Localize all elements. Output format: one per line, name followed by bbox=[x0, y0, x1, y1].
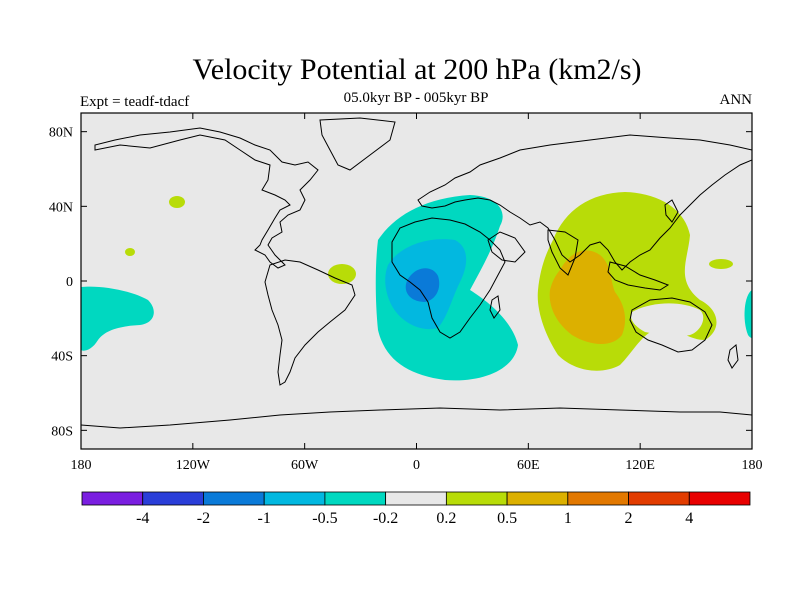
colorbar-label: -0.2 bbox=[373, 510, 398, 527]
west-pacific-positive-spot bbox=[709, 259, 733, 269]
colorbar-swatch bbox=[445, 491, 508, 506]
colorbar-swatch bbox=[81, 491, 144, 506]
plot-subtitle: 05.0kyr BP - 005kyr BP bbox=[343, 90, 489, 106]
west-pacific-small-negative bbox=[744, 290, 752, 338]
colorbar-swatch bbox=[506, 491, 569, 506]
east-pacific-negative bbox=[81, 286, 154, 351]
colorbar-label: -2 bbox=[197, 510, 210, 527]
y-tick-label: 80N bbox=[49, 126, 73, 141]
contour-fills bbox=[81, 117, 752, 429]
australia-clear bbox=[631, 303, 704, 337]
y-tick-label: 40N bbox=[49, 200, 73, 215]
colorbar-swatch bbox=[628, 491, 690, 506]
x-tick-label: 60E bbox=[517, 458, 540, 473]
x-tick-label: 0 bbox=[413, 458, 420, 473]
colorbar-swatch bbox=[263, 491, 326, 506]
colorbar-swatch bbox=[142, 491, 204, 506]
colorbar-swatch bbox=[688, 491, 751, 506]
x-tick-label: 180 bbox=[742, 458, 763, 473]
x-tick-label: 180 bbox=[71, 458, 92, 473]
x-tick-label: 60W bbox=[291, 458, 319, 473]
axis-ticks: 180 120W 60W 0 60E 120E 180 80N 40N 0 40S 80S bbox=[49, 113, 763, 473]
colorbar: -4 -2 -1 -0.5 -0.2 0.2 0.5 1 2 4 bbox=[81, 491, 751, 527]
colorbar-label: -1 bbox=[258, 510, 271, 527]
experiment-label: Expt = teadf-tdacf bbox=[80, 94, 190, 110]
colorbar-label: -4 bbox=[136, 510, 149, 527]
colorbar-label: 0.5 bbox=[497, 510, 517, 527]
page-title: Velocity Potential at 200 hPa (km2/s) bbox=[192, 53, 642, 86]
y-tick-label: 40S bbox=[51, 350, 73, 365]
y-tick-label: 80S bbox=[51, 424, 73, 439]
african-negative-core bbox=[405, 268, 440, 302]
colorbar-label: 1 bbox=[564, 510, 572, 527]
atlantic-positive-spot bbox=[169, 196, 185, 208]
season-label: ANN bbox=[719, 92, 753, 108]
colorbar-label: 0.2 bbox=[436, 510, 456, 527]
colorbar-swatch bbox=[385, 491, 447, 506]
coastlines bbox=[81, 117, 752, 429]
pacific-positive-spot bbox=[125, 248, 135, 256]
x-tick-label: 120E bbox=[625, 458, 655, 473]
colorbar-label: -0.5 bbox=[312, 510, 337, 527]
colorbar-label: 2 bbox=[625, 510, 633, 527]
y-tick-label: 0 bbox=[66, 275, 73, 290]
colorbar-swatch bbox=[567, 491, 629, 506]
colorbar-label: 4 bbox=[685, 510, 693, 527]
x-tick-label: 120W bbox=[176, 458, 211, 473]
brazil-positive-spot bbox=[328, 264, 356, 284]
colorbar-swatch bbox=[324, 491, 387, 506]
colorbar-swatch bbox=[203, 491, 265, 506]
